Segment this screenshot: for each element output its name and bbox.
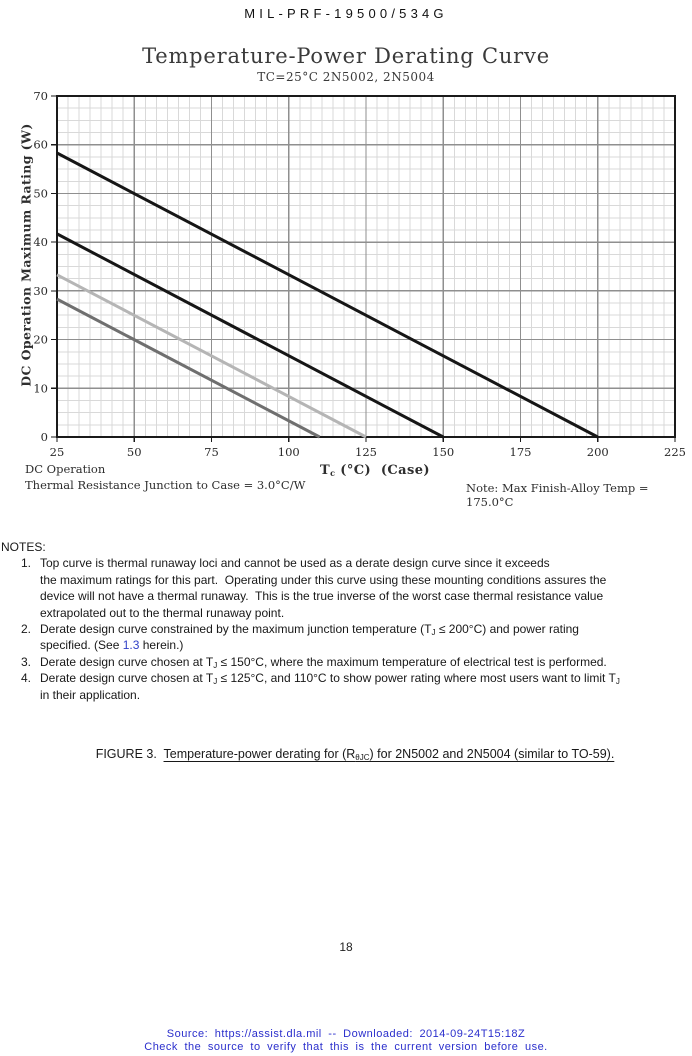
document-id-header: MIL-PRF-19500/534G	[244, 6, 448, 21]
note-4-line-2: in their application.	[1, 687, 691, 703]
reference-link-1-3[interactable]: 1.3	[122, 638, 140, 653]
notes-section: NOTES: 1. Top curve is thermal runaway lo…	[1, 539, 691, 703]
note-3-line-1: 3. Derate design curve chosen at TJ ≤ 150…	[1, 654, 691, 670]
derating-curve-4	[56, 297, 321, 439]
note-1-number: 1.	[21, 556, 32, 571]
x-axis-title-subscript: c	[330, 468, 336, 478]
x-axis-tick-label: 225	[664, 445, 686, 459]
y-axis-tick-label: 70	[33, 89, 48, 103]
note-3-text-a: Derate design curve chosen at T	[40, 654, 214, 669]
x-axis-tick-label: 75	[204, 445, 219, 459]
notes-heading: NOTES:	[1, 540, 46, 554]
y-axis-tick-label: 10	[33, 381, 48, 395]
chart-subtitle: TC=25°C 2N5002, 2N5004	[257, 70, 435, 84]
figure-caption: FIGURE 3. Temperature-power derating for…	[95, 747, 615, 762]
note-1-line-4: extrapolated out to the thermal runaway …	[1, 605, 691, 621]
annotation-max-finish-alloy-temp: Note: Max Finish-Alloy Temp = 175.0°C	[466, 481, 649, 509]
note-2-text-b: ≤ 200°C) and power rating	[435, 622, 579, 637]
note-1-line-3: device will not have a thermal runaway. …	[1, 588, 691, 604]
note-1-text-cont: extrapolated out to the thermal runaway …	[40, 605, 285, 620]
note-2-text-d: herein.)	[139, 638, 184, 653]
figure-caption-text: Temperature-power derating for (RθJC) fo…	[163, 747, 615, 762]
note-4-text-cont: in their application.	[40, 687, 141, 702]
x-axis-tick-label: 100	[278, 445, 300, 459]
y-axis-tick-label: 40	[33, 235, 48, 249]
y-axis-tick-label: 20	[33, 333, 48, 347]
figure-caption-a: Temperature-power derating for (R	[163, 747, 356, 761]
derating-curve-3	[56, 273, 367, 439]
x-axis-tick-label: 150	[432, 445, 454, 459]
tj-subscript: J	[213, 660, 218, 670]
figure-caption-b: ) for 2N5002 and 2N5004 (similar to TO-5…	[369, 747, 615, 761]
y-axis-title: DC Operation Maximum Rating (W)	[18, 123, 34, 387]
derating-curve-1	[56, 151, 599, 439]
x-axis-title-prefix: T	[320, 463, 331, 478]
note-2-line-2: specified. (See 1.3 herein.)	[1, 637, 691, 653]
y-axis-tick-label: 30	[33, 284, 48, 298]
chart-title: Temperature-Power Derating Curve	[142, 44, 550, 68]
x-axis-tick-label: 50	[127, 445, 142, 459]
note-3-number: 3.	[21, 654, 32, 669]
y-axis-tick-label: 50	[33, 186, 48, 200]
note-3-text-b: ≤ 150°C, where the maximum temperature o…	[217, 654, 607, 669]
annotation-thermal-resistance: Thermal Resistance Junction to Case = 3.…	[25, 478, 306, 492]
x-axis-tick-label: 125	[355, 445, 377, 459]
footer-warning-line: Check the source to verify that this is …	[144, 1041, 548, 1053]
tj-subscript: J	[431, 628, 436, 638]
tj-subscript: J	[213, 677, 218, 687]
derating-curve-2	[56, 232, 444, 439]
tj-subscript: J	[615, 677, 620, 687]
note-4-number: 4.	[21, 671, 32, 686]
note-4-text-a: Derate design curve chosen at T	[40, 671, 214, 686]
y-axis-tick-label: 0	[41, 430, 48, 444]
x-axis-tick-label: 200	[587, 445, 609, 459]
note-2-text-c: specified. (See	[40, 638, 123, 653]
x-axis-title: Tc (°C) (Case)	[320, 463, 430, 478]
page-number: 18	[339, 940, 353, 954]
note-1-text-cont: device will not have a thermal runaway. …	[40, 589, 604, 604]
note-1-line-1: 1. Top curve is thermal runaway loci and …	[1, 555, 691, 571]
note-4-text: Derate design curve chosen at TJ ≤ 125°C…	[1, 670, 620, 686]
figure-label: FIGURE 3.	[95, 747, 164, 761]
x-axis-tick-label: 175	[510, 445, 532, 459]
y-axis-tick-label: 60	[33, 138, 48, 152]
x-axis-tick-label: 25	[50, 445, 65, 459]
note-1-text-cont: the maximum ratings for this part. Opera…	[40, 572, 607, 587]
note-4-line-1: 4. Derate design curve chosen at TJ ≤ 125…	[1, 670, 691, 686]
x-axis-title-suffix: (°C) (Case)	[335, 463, 430, 478]
annotation-dc-operation: DC Operation	[25, 462, 106, 476]
note-2-text: Derate design curve constrained by the m…	[1, 621, 579, 637]
note-2-text-a: Derate design curve constrained by the m…	[40, 622, 432, 637]
note-4-text-b: ≤ 125°C, and 110°C to show power rating …	[217, 671, 616, 686]
note-2-line-1: 2. Derate design curve constrained by the…	[1, 621, 691, 637]
note-1-text: Top curve is thermal runaway loci and ca…	[40, 556, 550, 571]
note-2-text-cont: specified. (See 1.3 herein.)	[1, 637, 183, 653]
theta-jc-subscript: θJC	[355, 753, 370, 762]
note-3-text: Derate design curve chosen at TJ ≤ 150°C…	[1, 654, 607, 670]
derating-chart-plot: 25 50 75 100 125 150 175 200 225 0 10 20 30 40 50 60 70	[33, 89, 686, 459]
footer-source-line: Source: https://assist.dla.mil -- Downlo…	[166, 1028, 526, 1040]
note-2-number: 2.	[21, 622, 32, 637]
note-1-line-2: the maximum ratings for this part. Opera…	[1, 572, 691, 588]
